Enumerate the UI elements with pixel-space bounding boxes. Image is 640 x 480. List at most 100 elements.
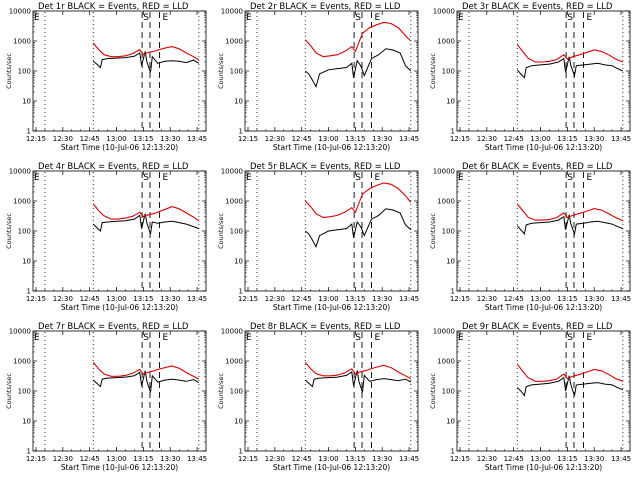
panel-title: Det 3r BLACK = Events, RED = LLD xyxy=(462,2,613,12)
lld-series-line xyxy=(516,44,624,63)
x-tick-label: 13:00 xyxy=(318,455,338,463)
x-tick-label: 13:00 xyxy=(318,295,338,303)
x-tick-label: 12:45 xyxy=(504,135,524,143)
y-tick-label: 1 xyxy=(239,448,243,456)
x-tick-label: 12:30 xyxy=(265,135,285,143)
panel-title: Det 1r BLACK = Events, RED = LLD xyxy=(38,2,189,12)
x-tick-label: 13:00 xyxy=(530,295,550,303)
panel-5: Det 5r BLACK = Events, RED = LLD 1 10 100 10… xyxy=(217,162,419,312)
lld-series-line xyxy=(304,362,412,380)
events-series-line xyxy=(304,370,412,393)
panel-title: Det 9r BLACK = Events, RED = LLD xyxy=(462,322,613,332)
y-tick-label: 1000 xyxy=(225,358,243,366)
x-axis-label: Start Time (10-Jul-06 12:13:20) xyxy=(61,143,178,152)
x-axis-label: Start Time (10-Jul-06 12:13:20) xyxy=(61,303,178,312)
y-tick-label: 1 xyxy=(27,128,31,136)
y-tick-label: 10 xyxy=(446,418,455,426)
y-tick-label: 100 xyxy=(18,388,31,396)
x-tick-label: 13:45 xyxy=(611,135,631,143)
x-tick-label: 13:45 xyxy=(611,455,631,463)
y-tick-label: 10000 xyxy=(221,8,243,16)
y-tick-label: 1 xyxy=(27,448,31,456)
y-tick-label: 10000 xyxy=(9,328,31,336)
marker-label-e-left: E xyxy=(246,333,252,343)
x-tick-label: 12:45 xyxy=(292,455,312,463)
x-tick-label: 12:15 xyxy=(238,295,258,303)
panel-title: Det 7r BLACK = Events, RED = LLD xyxy=(38,322,189,332)
y-tick-label: 1000 xyxy=(437,198,455,206)
y-tick-label: 100 xyxy=(18,228,31,236)
x-tick-label: 13:30 xyxy=(160,135,180,143)
marker-label-e-left: E xyxy=(34,333,40,343)
y-tick-label: 1000 xyxy=(225,38,243,46)
x-tick-label: 13:30 xyxy=(160,455,180,463)
panel-title: Det 5r BLACK = Events, RED = LLD xyxy=(250,162,401,172)
y-tick-label: 1 xyxy=(451,288,455,296)
lld-series-line xyxy=(516,363,623,382)
marker-label-e-left: E xyxy=(458,13,464,23)
x-tick-label: 13:15 xyxy=(133,455,153,463)
x-tick-label: 13:15 xyxy=(345,455,365,463)
x-tick-label: 13:45 xyxy=(611,295,631,303)
x-tick-label: 13:00 xyxy=(106,295,126,303)
y-tick-label: 1000 xyxy=(13,38,31,46)
panel-title: Det 4r BLACK = Events, RED = LLD xyxy=(38,162,189,172)
lld-series-line xyxy=(92,42,200,61)
x-tick-label: 12:30 xyxy=(53,455,73,463)
x-tick-label: 12:45 xyxy=(292,295,312,303)
panel-9: Det 9r BLACK = Events, RED = LLD 1 10 100 10… xyxy=(429,322,631,472)
x-tick-label: 12:30 xyxy=(477,455,497,463)
events-series-line xyxy=(304,48,412,89)
x-tick-label: 12:45 xyxy=(504,455,524,463)
events-series-line xyxy=(516,375,623,397)
x-tick-label: 13:15 xyxy=(557,295,577,303)
marker-label-s: S xyxy=(355,333,361,343)
x-tick-label: 13:30 xyxy=(372,455,392,463)
y-tick-label: 100 xyxy=(18,68,31,76)
x-tick-label: 13:30 xyxy=(584,135,604,143)
plot-frame xyxy=(244,10,419,132)
y-tick-label: 10000 xyxy=(9,8,31,16)
marker-label-e: E xyxy=(162,13,168,23)
x-tick-label: 12:30 xyxy=(477,295,497,303)
events-series-line xyxy=(304,208,412,248)
x-axis-label: Start Time (10-Jul-06 12:13:20) xyxy=(485,463,602,472)
x-tick-label: 12:15 xyxy=(238,455,258,463)
y-tick-label: 1 xyxy=(451,448,455,456)
y-tick-label: 10000 xyxy=(221,168,243,176)
marker-label-e: E xyxy=(162,333,168,343)
y-tick-label: 10 xyxy=(234,98,243,106)
x-tick-label: 13:00 xyxy=(318,135,338,143)
plot-frame xyxy=(32,10,207,132)
lld-series-line xyxy=(304,182,412,219)
events-series-line xyxy=(516,56,624,79)
x-tick-label: 13:45 xyxy=(187,295,207,303)
y-tick-label: 100 xyxy=(442,228,455,236)
y-axis-label: Counts/sec xyxy=(5,213,13,249)
y-tick-label: 1000 xyxy=(437,358,455,366)
y-tick-label: 10000 xyxy=(9,168,31,176)
x-tick-label: 13:30 xyxy=(584,295,604,303)
panel-title: Det 2r BLACK = Events, RED = LLD xyxy=(250,2,401,12)
x-tick-label: 13:45 xyxy=(399,135,419,143)
x-tick-label: 12:15 xyxy=(238,135,258,143)
marker-label-e: E xyxy=(162,173,168,183)
x-tick-label: 13:15 xyxy=(345,135,365,143)
y-tick-label: 1 xyxy=(27,288,31,296)
marker-label-s: S xyxy=(567,333,573,343)
marker-label-s: S xyxy=(143,333,149,343)
y-tick-label: 1 xyxy=(239,288,243,296)
x-tick-label: 12:45 xyxy=(292,135,312,143)
plot-frame xyxy=(456,330,631,452)
marker-label-s: S xyxy=(567,173,573,183)
x-axis-label: Start Time (10-Jul-06 12:13:20) xyxy=(273,143,390,152)
marker-label-e: E xyxy=(374,333,380,343)
x-tick-label: 13:30 xyxy=(372,135,392,143)
y-tick-label: 10 xyxy=(234,418,243,426)
lld-series-line xyxy=(304,21,412,58)
y-tick-label: 100 xyxy=(230,388,243,396)
x-tick-label: 12:15 xyxy=(450,455,470,463)
marker-label-e-left: E xyxy=(34,173,40,183)
y-axis-label: Counts/sec xyxy=(217,373,225,409)
